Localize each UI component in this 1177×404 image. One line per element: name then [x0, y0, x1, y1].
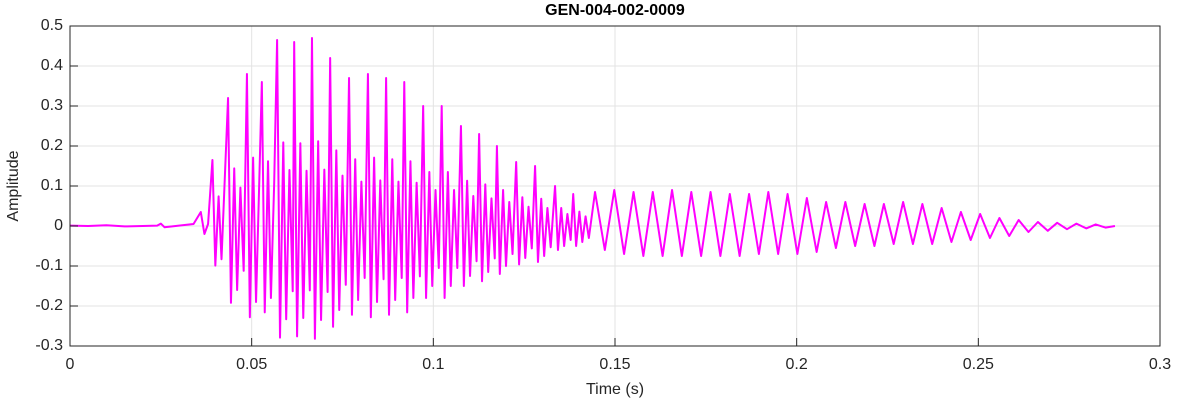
plot	[69, 37, 1116, 340]
x-tick-label: 0.05	[236, 356, 267, 373]
x-tick-label: 0.1	[422, 356, 444, 373]
x-axis-label: Time (s)	[586, 381, 644, 398]
x-tick-label: 0.2	[786, 356, 808, 373]
y-tick-label: 0.3	[41, 97, 63, 114]
x-tick-label: 0	[66, 356, 75, 373]
y-tick-label: -0.2	[35, 297, 63, 314]
x-tick-label: 0.25	[963, 356, 994, 373]
y-tick-label: 0	[54, 217, 63, 234]
y-tick-label: -0.3	[35, 337, 63, 354]
x-tick-label: 0.3	[1149, 356, 1171, 373]
y-tick-label: -0.1	[35, 257, 63, 274]
y-tick-label: 0.2	[41, 137, 63, 154]
y-tick-label: 0.5	[41, 17, 63, 34]
y-tick-label: 0.1	[41, 177, 63, 194]
chart-title: GEN-004-002-0009	[545, 2, 685, 19]
x-tick-label: 0.15	[599, 356, 630, 373]
waveform-line	[69, 37, 1116, 340]
y-tick-label: 0.4	[41, 57, 63, 74]
y-axis-label: Amplitude	[5, 150, 22, 221]
